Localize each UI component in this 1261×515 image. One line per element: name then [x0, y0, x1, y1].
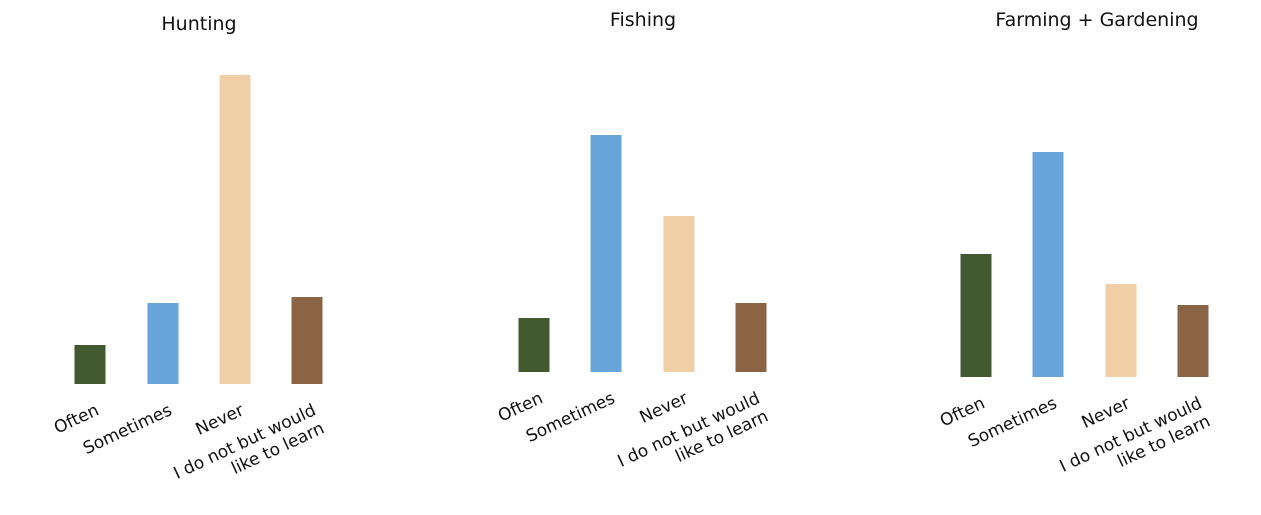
bar-often [518, 318, 550, 372]
chart-title: Farming + Gardening [995, 9, 1198, 31]
bar-group [74, 75, 323, 384]
bar-group [960, 152, 1209, 377]
x-tick-label: I do not but wouldlike to learn [171, 400, 328, 502]
bar-never [1105, 284, 1137, 377]
bar-sometimes [147, 303, 179, 384]
bar-i-do-not-but-would-like-to-learn [735, 303, 767, 372]
x-tick-label: I do not but wouldlike to learn [615, 388, 772, 490]
x-tick-label-line: Often [51, 400, 102, 438]
bar-never [663, 216, 695, 372]
bar-sometimes [1032, 152, 1064, 377]
chart-title: Hunting [161, 13, 236, 35]
bar-often [74, 345, 106, 384]
bar-sometimes [590, 135, 622, 372]
x-tick-label: Often [51, 400, 102, 438]
bar-i-do-not-but-would-like-to-learn [291, 297, 323, 384]
bar-often [960, 254, 992, 377]
x-tick-label: I do not but wouldlike to learn [1057, 393, 1214, 495]
bar-i-do-not-but-would-like-to-learn [1177, 305, 1209, 377]
bar-group [518, 135, 767, 372]
chart-title: Fishing [610, 9, 676, 31]
bar-never [219, 75, 251, 384]
